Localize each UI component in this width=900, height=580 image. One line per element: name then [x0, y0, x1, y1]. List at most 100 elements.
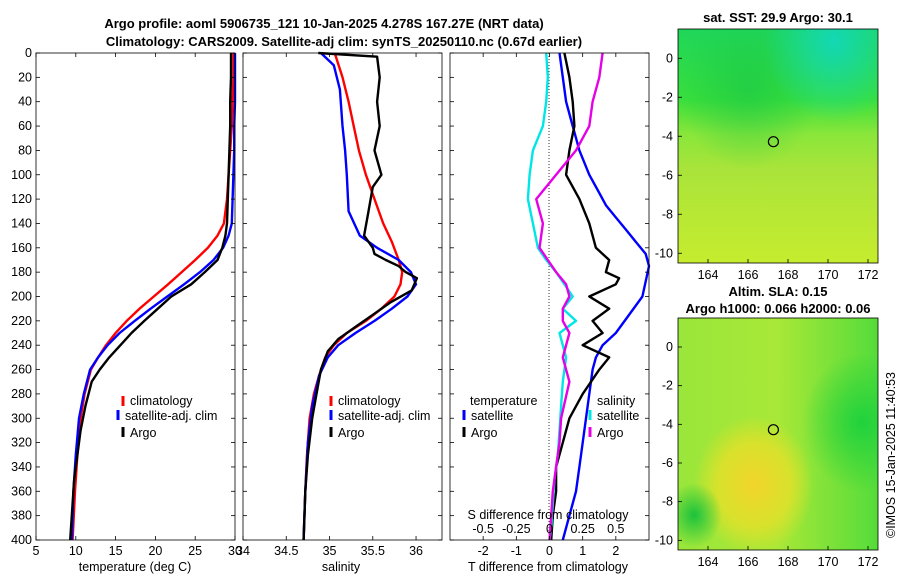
- temperature-axes-box: [35, 52, 236, 541]
- map-y-tick-label: -4: [662, 129, 673, 143]
- s-tick-label: 0.25: [570, 522, 594, 536]
- difference-panel: -2 -1 0 1 2 S difference from climatology -0…: [449, 52, 651, 574]
- map-y-tick-label: -6: [662, 168, 673, 182]
- sla-axes-box: [677, 317, 879, 551]
- map-y-tick-label: -8: [662, 495, 673, 509]
- x-tick-label: 20: [148, 544, 162, 558]
- map-x-tick-label: 166: [738, 268, 759, 282]
- y-tick-label: 160: [11, 241, 32, 255]
- sst-map-panel: sat. SST: 29.9 Argo: 30.1 164 166 168 170 17…: [655, 10, 879, 282]
- x-tick-label: 5: [33, 544, 40, 558]
- series-line-sat-0: [558, 52, 651, 541]
- map-x-tick-label: 170: [818, 268, 839, 282]
- x-tick-label: 1: [579, 544, 586, 558]
- map-x-tick-label: 172: [858, 555, 879, 569]
- legend-t-satellite: satellite: [471, 409, 513, 423]
- legend-climatology: climatology: [130, 394, 193, 408]
- map-x-tick-label: 170: [818, 555, 839, 569]
- map-y-tick-label: 0: [666, 340, 673, 354]
- x-tick-label: 34.5: [274, 544, 298, 558]
- x-tick-label: -1: [511, 544, 522, 558]
- difference-axes-box: [449, 52, 650, 541]
- copyright-stamp: ©IMOS 15-Jan-2025 11:40:53: [884, 372, 898, 538]
- series-line-clim-0: [302, 52, 404, 541]
- sst-map-title: sat. SST: 29.9 Argo: 30.1: [703, 10, 853, 25]
- s-difference-xlabel: S difference from climatology: [468, 508, 630, 522]
- sla-map-title-line1: Altim. SLA: 0.15: [729, 284, 828, 299]
- legend-salinity-title: salinity: [597, 394, 636, 408]
- temperature-panel: 5 10 15 20 25 3002040608010012014016018020022…: [11, 46, 242, 574]
- legend-satellite: satellite-adj. clim: [338, 409, 430, 423]
- y-tick-label: 100: [11, 168, 32, 182]
- y-tick-label: 200: [11, 290, 32, 304]
- main-title-line1: Argo profile: aoml 5906735_121 10-Jan-20…: [104, 16, 543, 31]
- x-tick-label: 34: [236, 544, 250, 558]
- y-tick-label: 180: [11, 265, 32, 279]
- map-y-tick-label: 0: [666, 51, 673, 65]
- map-y-tick-label: -2: [662, 90, 673, 104]
- legend-argo: Argo: [130, 426, 156, 440]
- map-x-tick-label: 164: [698, 555, 719, 569]
- legend-t-argo: Argo: [471, 426, 497, 440]
- sla-map-title-line2: Argo h1000: 0.066 h2000: 0.06: [686, 301, 871, 316]
- x-tick-label: 30: [228, 544, 242, 558]
- y-tick-label: 360: [11, 484, 32, 498]
- salinity-legend: climatology satellite-adj. clim Argo: [329, 394, 430, 440]
- x-tick-label: 0: [546, 544, 553, 558]
- series-line-argo-2: [302, 51, 419, 541]
- difference-legend: temperature satellite Argo salinity sate…: [462, 394, 639, 440]
- x-tick-label: 35.5: [361, 544, 385, 558]
- y-tick-label: 340: [11, 460, 32, 474]
- y-tick-label: 400: [11, 533, 32, 547]
- series-line-argo-2: [69, 53, 233, 541]
- s-tick-label: -0.5: [472, 522, 494, 536]
- x-tick-label: 25: [188, 544, 202, 558]
- salinity-panel: 34 34.5 35 35.5 36 salinity climatology sate…: [236, 51, 443, 574]
- temperature-legend: climatology satellite-adj. clim Argo: [116, 394, 217, 440]
- map-y-tick-label: -10: [655, 246, 673, 260]
- series-line-clim-0: [71, 53, 235, 541]
- salinity-xlabel: salinity: [322, 560, 361, 574]
- map-x-tick-label: 168: [778, 555, 799, 569]
- y-tick-label: 220: [11, 314, 32, 328]
- y-tick-label: 380: [11, 509, 32, 523]
- y-tick-label: 0: [25, 46, 32, 60]
- map-y-tick-label: -2: [662, 379, 673, 393]
- map-x-tick-label: 164: [698, 268, 719, 282]
- map-y-tick-label: -10: [655, 533, 673, 547]
- y-tick-label: 60: [18, 119, 32, 133]
- sst-argo-marker: [767, 136, 780, 148]
- map-y-tick-label: -6: [662, 456, 673, 470]
- x-tick-label: 35: [323, 544, 337, 558]
- map-y-tick-label: -8: [662, 207, 673, 221]
- y-tick-label: 120: [11, 192, 32, 206]
- x-tick-label: 2: [612, 544, 619, 558]
- t-difference-xlabel: T difference from climatology: [468, 560, 629, 574]
- sla-heatmap-low-patch-2: [678, 318, 878, 550]
- y-tick-label: 300: [11, 411, 32, 425]
- legend-satellite: satellite-adj. clim: [125, 409, 217, 423]
- x-tick-label: 36: [409, 544, 423, 558]
- y-tick-label: 320: [11, 436, 32, 450]
- main-title-line2: Climatology: CARS2009. Satellite-adj cli…: [106, 34, 582, 49]
- map-x-tick-label: 168: [778, 268, 799, 282]
- y-tick-label: 140: [11, 216, 32, 230]
- sst-heatmap-warm-patch: [678, 29, 878, 263]
- series-line-targo-3: [535, 52, 604, 541]
- y-tick-label: 40: [18, 95, 32, 109]
- x-tick-label: 10: [69, 544, 83, 558]
- legend-climatology: climatology: [338, 394, 401, 408]
- sla-map-panel: Altim. SLA: 0.15 Argo h1000: 0.066 h2000…: [655, 284, 879, 569]
- legend-argo: Argo: [338, 426, 364, 440]
- x-tick-label: 15: [109, 544, 123, 558]
- map-x-tick-label: 166: [738, 555, 759, 569]
- y-tick-label: 260: [11, 363, 32, 377]
- x-tick-label: -2: [478, 544, 489, 558]
- temperature-xlabel: temperature (deg C): [79, 560, 192, 574]
- s-tick-label: -0.25: [502, 522, 531, 536]
- y-tick-label: 240: [11, 338, 32, 352]
- legend-s-argo: Argo: [597, 426, 623, 440]
- y-tick-label: 80: [18, 143, 32, 157]
- y-tick-label: 20: [18, 70, 32, 84]
